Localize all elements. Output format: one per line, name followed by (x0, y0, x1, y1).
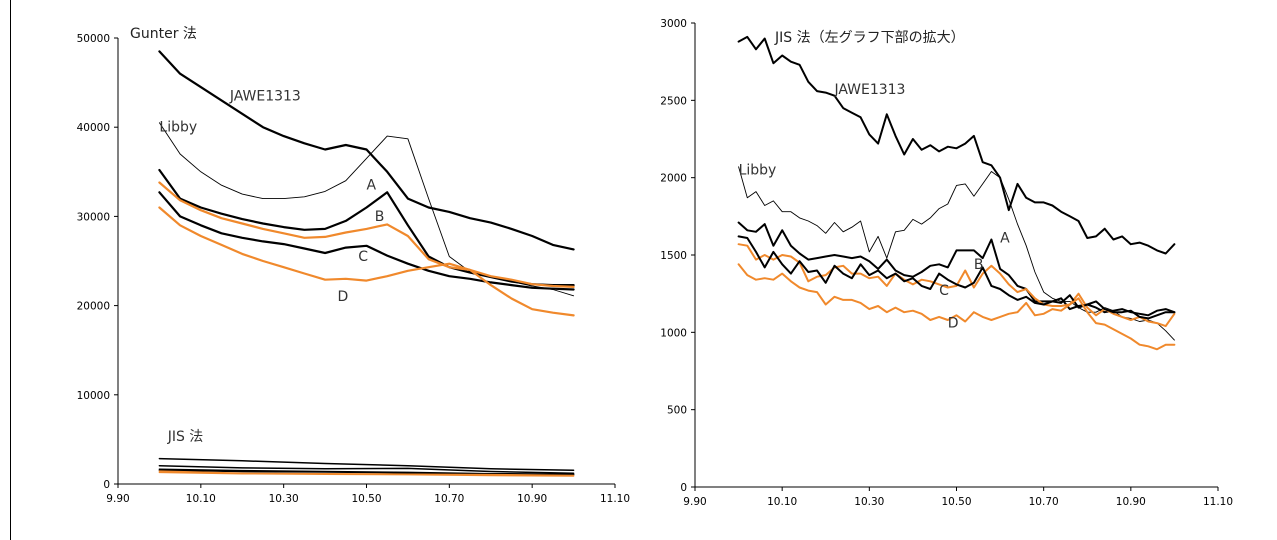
series-annotation: D (948, 316, 959, 332)
x-tick-label: 10.90 (1116, 496, 1146, 508)
x-tick-label: 10.90 (517, 493, 547, 505)
y-tick-label: 500 (667, 405, 687, 417)
series-annotation: C (358, 249, 368, 265)
series-annotation: A (1000, 231, 1010, 247)
y-tick-label: 1000 (660, 327, 687, 339)
y-tick-label: 50000 (77, 33, 110, 45)
series-annotation: A (367, 178, 377, 194)
series-annotation: JAWE1313 (833, 82, 905, 98)
x-tick-label: 11.10 (1203, 496, 1233, 508)
series-line-c (737, 235, 1176, 320)
series-line-b (158, 181, 575, 288)
y-tick-label: 30000 (77, 211, 110, 223)
series-line-jis6 (158, 471, 575, 477)
series-annotation: D (338, 289, 349, 305)
series-annotation: JIS 法 (167, 429, 204, 445)
series-line-jis2 (158, 464, 575, 475)
x-tick-label: 10.50 (941, 496, 971, 508)
series-annotation: JAWE1313 (229, 88, 301, 104)
series-line-a (158, 168, 575, 287)
series-annotation: C (939, 283, 949, 299)
series-line-c (158, 191, 575, 291)
series-annotation: Libby (739, 163, 777, 179)
series-line-d (737, 263, 1176, 351)
series-annotation: Libby (159, 120, 197, 136)
x-tick-label: 11.10 (600, 493, 630, 505)
y-tick-label: 10000 (77, 390, 110, 402)
x-tick-label: 10.30 (854, 496, 884, 508)
x-tick-label: 9.90 (683, 496, 706, 508)
series-line-d (158, 206, 575, 317)
y-tick-label: 1500 (660, 250, 687, 262)
y-tick-label: 20000 (77, 301, 110, 313)
x-tick-label: 10.70 (434, 493, 464, 505)
y-tick-label: 0 (103, 479, 110, 491)
x-tick-label: 9.90 (106, 493, 129, 505)
series-line-jawe1313 (737, 35, 1176, 255)
frame-left-border (10, 0, 11, 540)
series-annotation: B (974, 257, 984, 273)
y-tick-label: 2000 (660, 173, 687, 185)
chart-title: JIS 法（左グラフ下部の拡大） (774, 30, 965, 46)
series-line-libby (738, 166, 1175, 341)
series-line-b (737, 243, 1176, 328)
series-line-jis1 (158, 457, 575, 471)
y-tick-label: 3000 (660, 18, 687, 30)
chart-title: Gunter 法 (130, 26, 197, 42)
x-tick-label: 10.10 (186, 493, 216, 505)
chart-gunter: 0 10000 20000 30000 40000 50000 9.90 10.10 10.30… (77, 26, 630, 505)
series-line-jawe1313 (158, 50, 575, 251)
x-tick-label: 10.70 (1029, 496, 1059, 508)
x-tick-label: 10.50 (351, 493, 381, 505)
series-line-a (737, 221, 1176, 317)
y-tick-label: 2500 (660, 95, 687, 107)
chart-jis: 0 500 1000 1500 2000 2500 3000 9.90 10.10 10.30 10… (660, 18, 1233, 508)
x-tick-label: 10.30 (269, 493, 299, 505)
series-annotation: B (375, 209, 385, 225)
y-tick-label: 0 (680, 482, 687, 494)
y-tick-label: 40000 (77, 122, 110, 134)
x-tick-label: 10.10 (767, 496, 797, 508)
